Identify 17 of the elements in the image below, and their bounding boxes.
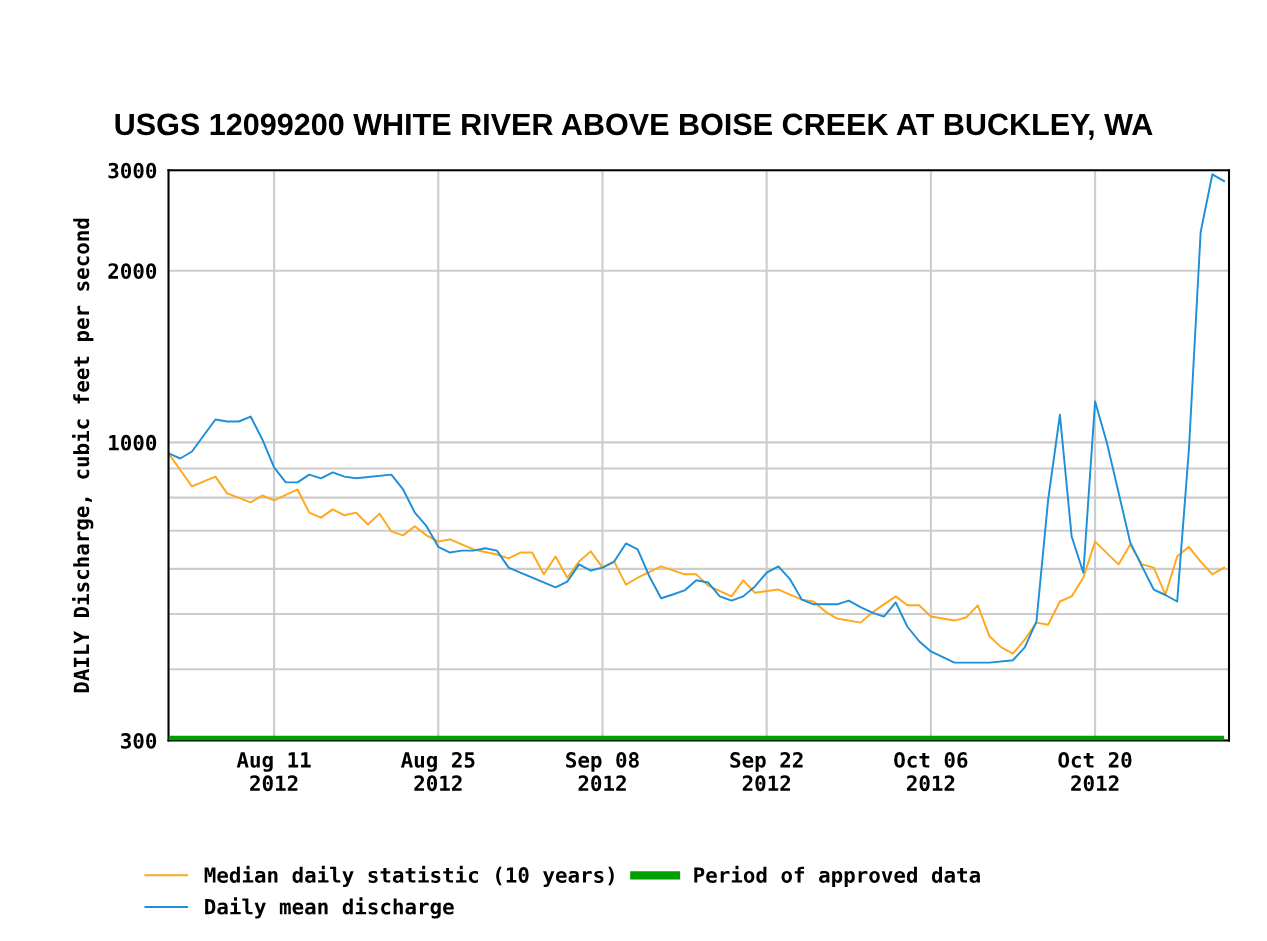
line-series xyxy=(168,452,1226,655)
x-tick-label: Oct 20 2012 xyxy=(1058,752,1132,792)
y-axis-title: DAILY Discharge, cubic feet per second xyxy=(72,218,94,693)
y-tick-label: 2000 xyxy=(108,263,157,279)
x-tick-label: Sep 22 2012 xyxy=(730,752,803,792)
x-tick-label: Sep 08 2012 xyxy=(566,752,639,792)
x-tick-label: Aug 11 2012 xyxy=(236,752,311,792)
chart-title: USGS 12099200 WHITE RIVER ABOVE BOISE CREEK AT BUCKLEY, WA xyxy=(115,113,1153,140)
x-tick-label: Oct 06 2012 xyxy=(894,752,968,792)
legend-label: Daily mean discharge xyxy=(205,897,454,919)
y-tick-label: 1000 xyxy=(109,434,157,451)
x-tick-label: Aug 25 2012 xyxy=(400,752,475,792)
legend-label: Median daily statistic (10 years) xyxy=(204,865,614,887)
y-tick-label: 3000 xyxy=(108,162,157,179)
legend-label: Period of approved data xyxy=(694,865,980,887)
y-tick-label: 300 xyxy=(121,733,157,749)
line-series xyxy=(168,173,1226,664)
